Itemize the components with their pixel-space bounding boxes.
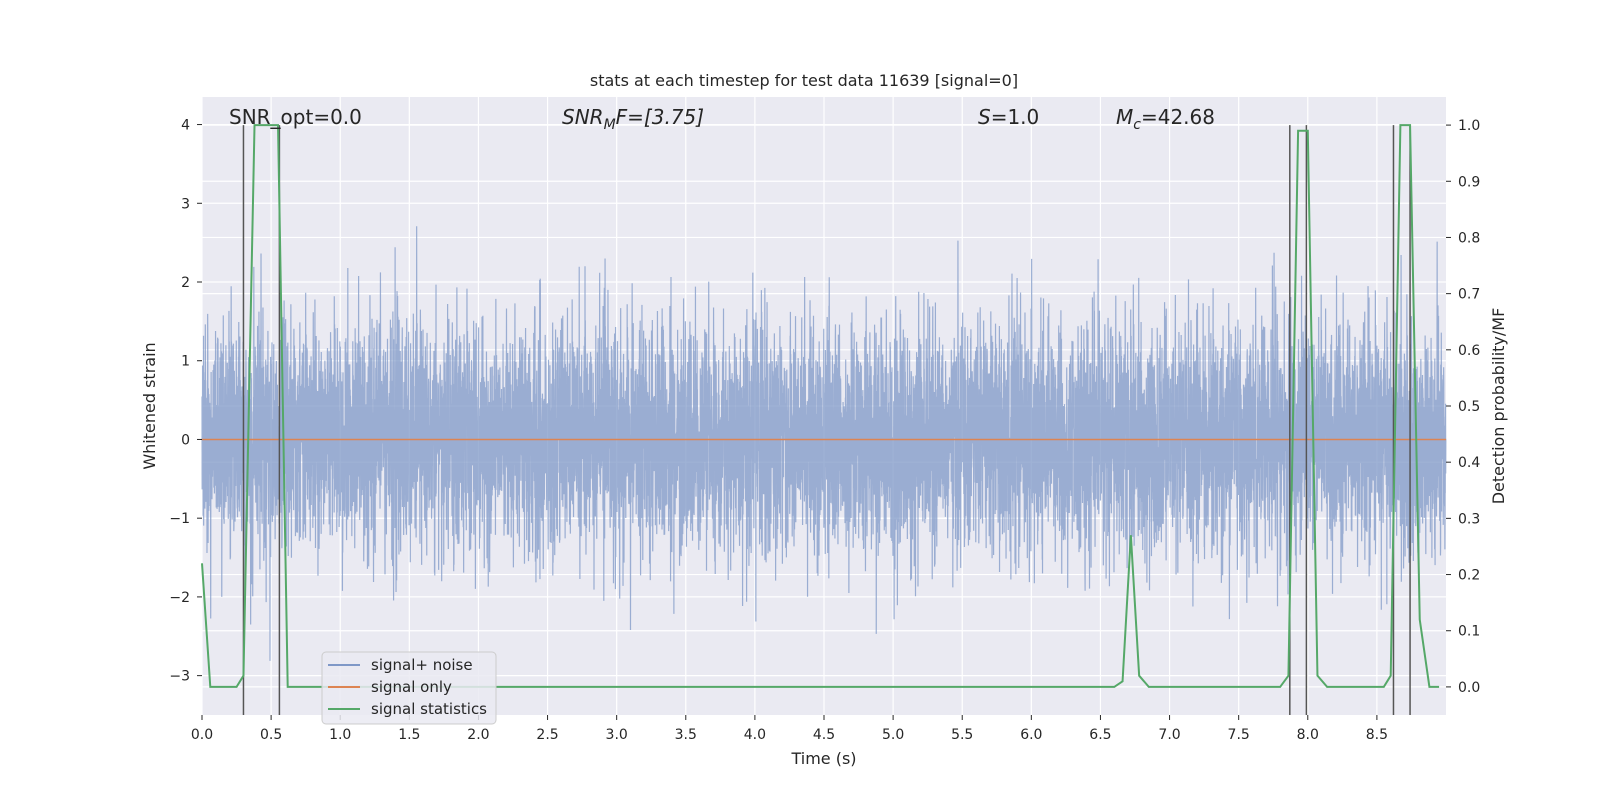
x-tick-label-14: 7.0	[1158, 727, 1180, 743]
x-tick-label-10: 5.0	[882, 727, 904, 743]
y2-axis-label: Detection probability/MF	[1489, 308, 1508, 505]
y2-tick-label-8: 0.8	[1458, 230, 1480, 246]
x-tick-label-12: 6.0	[1020, 727, 1042, 743]
x-tick-label-2: 1.0	[329, 727, 351, 743]
y-axis-label: Whitened strain	[140, 342, 159, 469]
y2-tick-label-1: 0.1	[1458, 624, 1480, 640]
x-axis-label: Time (s)	[790, 749, 856, 768]
y2-tick-label-3: 0.3	[1458, 511, 1480, 527]
y2-tick-label-2: 0.2	[1458, 568, 1480, 584]
x-tick-label-15: 7.5	[1228, 727, 1250, 743]
detection-vlines	[242, 125, 1411, 715]
y2-tick-label-9: 0.9	[1458, 174, 1480, 190]
annotation-snr-mf: SNRMF=[3.75]	[562, 105, 704, 133]
x-tick-label-13: 6.5	[1089, 727, 1111, 743]
annotation-mc: Mc=42.68	[1116, 105, 1215, 133]
y2-tick-label-6: 0.6	[1458, 343, 1480, 359]
y2-tick-label-4: 0.4	[1458, 455, 1480, 471]
y2-tick-label-10: 1.0	[1458, 118, 1480, 134]
y-tick-label-5: 2	[181, 275, 190, 291]
y-tick-label-6: 3	[181, 196, 190, 212]
y-axis-ticks: −3 −2 −1 0 1 2 3 4	[169, 118, 202, 685]
y2-tick-label-5: 0.5	[1458, 399, 1480, 415]
x-tick-label-4: 2.0	[467, 727, 489, 743]
series-signal-plus-noise	[201, 226, 1447, 661]
x-tick-label-6: 3.0	[606, 727, 628, 743]
y-tick-label-4: 1	[181, 354, 190, 370]
x-axis-ticks: 0.0 0.5 1.0 1.5 2.0 2.5 3.0 3.5 4.0 4.5 5.0 5.5 6.0 6…	[191, 715, 1388, 743]
y-tick-label-1: −2	[169, 590, 190, 606]
series-signal-statistics	[201, 124, 1440, 688]
x-tick-label-16: 8.0	[1297, 727, 1319, 743]
y-tick-label-0: −3	[169, 669, 190, 685]
y-tick-label-3: 0	[181, 432, 190, 448]
y2-tick-label-0: 0.0	[1458, 680, 1480, 696]
legend-frame	[321, 651, 497, 725]
signal-plus-noise-line	[201, 226, 1447, 661]
x-tick-label-1: 0.5	[260, 727, 282, 743]
chart-title: stats at each timestep for test data 116…	[590, 71, 1018, 90]
signal-statistics-line	[201, 124, 1440, 688]
legend-label-signal-plus-noise: signal+ noise	[371, 656, 473, 674]
annotation-s: S=1.0	[978, 105, 1039, 129]
x-tick-label-8: 4.0	[744, 727, 766, 743]
x-tick-label-3: 1.5	[398, 727, 420, 743]
y-tick-label-2: −1	[169, 511, 190, 527]
x-tick-label-11: 5.5	[951, 727, 973, 743]
legend: signal+ noise signal only signal statist…	[321, 651, 497, 725]
y2-axis-ticks: 0.0 0.1 0.2 0.3 0.4 0.5 0.6 0.7 0.8 0.9 1.0	[1446, 118, 1480, 696]
legend-label-signal-only: signal only	[371, 678, 452, 696]
x-tick-label-17: 8.5	[1366, 727, 1388, 743]
x-tick-label-7: 3.5	[675, 727, 697, 743]
y2-tick-label-7: 0.7	[1458, 287, 1480, 303]
x-tick-label-0: 0.0	[191, 727, 213, 743]
legend-label-signal-statistics: signal statistics	[371, 700, 487, 718]
y-tick-label-7: 4	[181, 118, 190, 134]
annotation-snr-opt: SNR_opt=0.0	[229, 105, 362, 129]
x-tick-label-5: 2.5	[536, 727, 558, 743]
x-tick-label-9: 4.5	[813, 727, 835, 743]
